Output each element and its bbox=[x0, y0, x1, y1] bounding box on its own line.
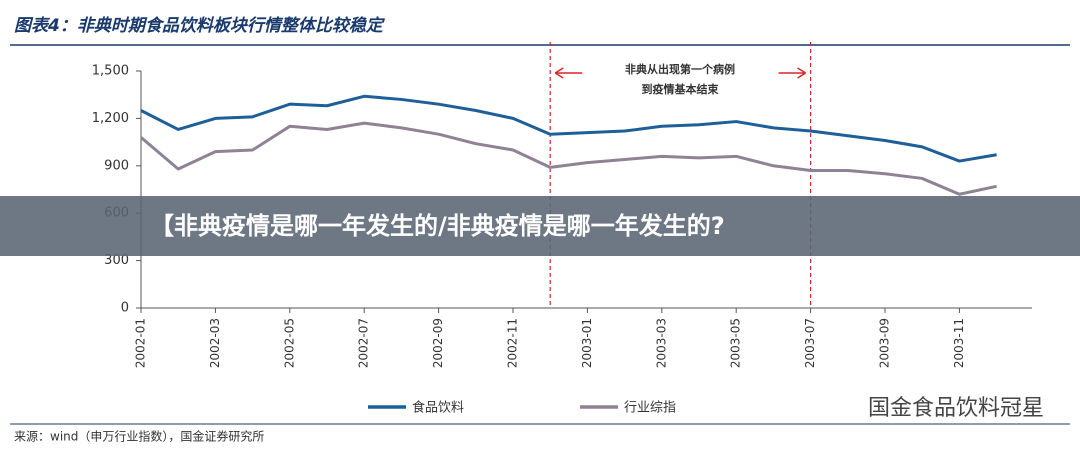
x-tick-label: 2002-05 bbox=[282, 318, 296, 368]
x-tick-label: 2003-07 bbox=[803, 318, 817, 368]
x-tick-label: 2002-07 bbox=[357, 318, 371, 368]
annotation: 到疫情基本结束 bbox=[642, 82, 720, 96]
arrow bbox=[554, 67, 583, 79]
y-tick-label: 0 bbox=[121, 301, 129, 316]
x-tick-label: 2003-01 bbox=[580, 318, 594, 368]
banner: 【非典疫情是哪一年发生的/非典疫情是哪一年发生的? bbox=[0, 196, 1080, 256]
x-tick-label: 2002-11 bbox=[506, 318, 520, 368]
y-tick-label: 1,500 bbox=[92, 64, 129, 79]
series-line bbox=[140, 94, 997, 163]
x-tick-label: 2003-11 bbox=[952, 318, 966, 368]
arrow bbox=[778, 67, 806, 79]
y-tick-label: 900 bbox=[104, 158, 129, 173]
legend-label: 行业综指 bbox=[624, 401, 676, 416]
watermark: 国金食品饮料冠星 bbox=[867, 396, 1044, 421]
x-tick-label: 2003-03 bbox=[654, 318, 668, 368]
x-tick-label: 2002-01 bbox=[134, 318, 148, 368]
y-tick-label: 1,200 bbox=[92, 111, 129, 126]
series-line bbox=[140, 121, 997, 196]
y-tick-label: 300 bbox=[104, 253, 129, 268]
x-tick-label: 2003-09 bbox=[878, 318, 892, 368]
annotation: 非典从出现第一个病例 bbox=[625, 62, 735, 76]
legend-label: 食品饮料 bbox=[412, 400, 464, 416]
chart-title: 图表4：非典时期食品饮料板块行情整体比较稳定 bbox=[14, 16, 386, 36]
source: 来源：wind（申万行业指数），国金证券研究所 bbox=[14, 429, 264, 444]
x-tick-label: 2002-09 bbox=[431, 318, 445, 368]
x-tick-label: 2002-03 bbox=[208, 318, 222, 368]
x-tick-label: 2003-05 bbox=[729, 318, 743, 368]
